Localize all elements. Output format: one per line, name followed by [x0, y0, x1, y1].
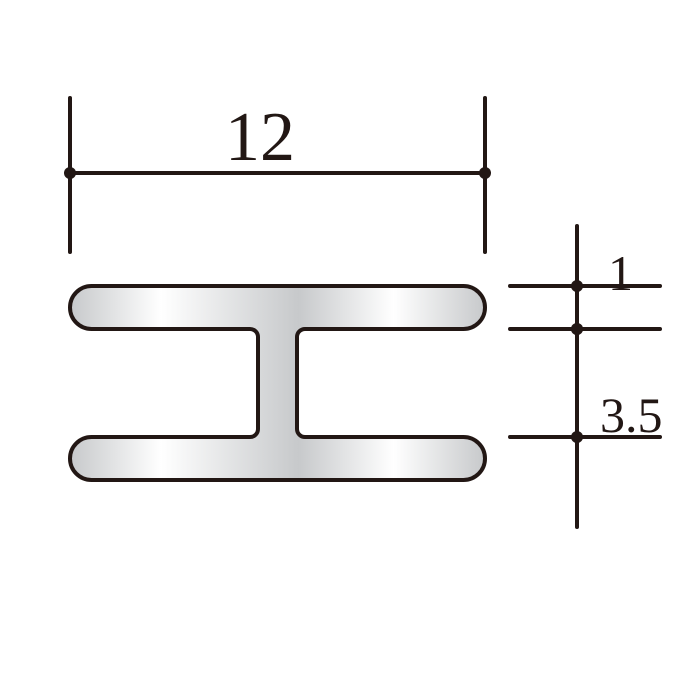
- dim-slot-height: 3.5: [510, 323, 663, 527]
- dim-width: 12: [64, 98, 491, 252]
- dim-slot-height-label: 3.5: [600, 387, 663, 443]
- dim-flange-thickness-label: 1: [608, 245, 633, 301]
- h-profile-shape: [70, 286, 485, 480]
- dim-flange-thickness: 1: [510, 226, 660, 335]
- dim-width-label: 12: [225, 99, 295, 176]
- technical-drawing: 12 1 3.5: [0, 0, 700, 700]
